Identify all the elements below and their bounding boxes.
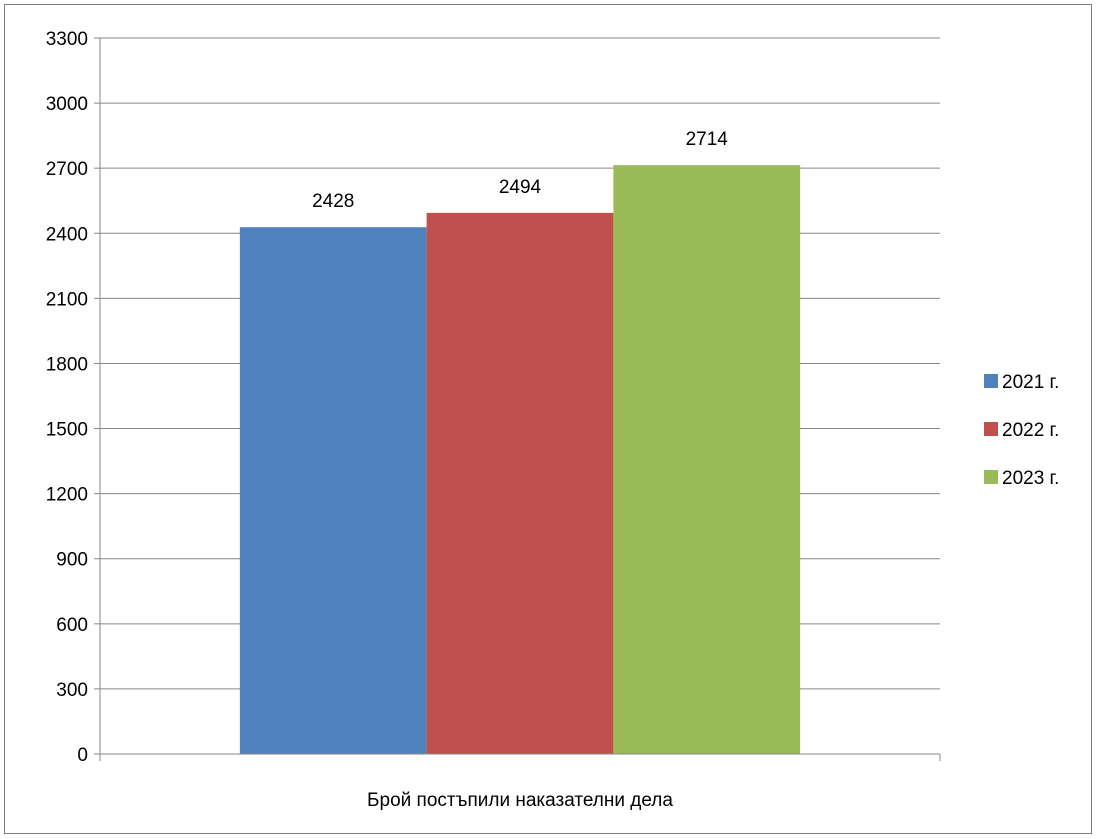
y-tick-label: 2700 xyxy=(46,159,88,180)
legend-swatch-1 xyxy=(984,374,998,388)
y-tick-label: 300 xyxy=(56,680,88,701)
data-label-2: 2494 xyxy=(499,177,542,198)
legend-swatch-2 xyxy=(984,422,998,436)
bar-3 xyxy=(613,165,801,755)
y-tick-label: 600 xyxy=(56,615,88,636)
bar-1 xyxy=(239,227,427,754)
legend-label-2: 2022 г. xyxy=(1002,420,1059,441)
data-label-1: 2428 xyxy=(312,191,354,212)
y-tick-label: 2400 xyxy=(46,224,88,245)
x-category-label: Брой постъпили наказателни дела xyxy=(367,790,673,811)
legend-swatch-3 xyxy=(984,470,998,484)
y-tick-label: 900 xyxy=(56,550,88,571)
legend-label-1: 2021 г. xyxy=(1002,372,1059,393)
y-tick-label: 0 xyxy=(77,745,88,766)
legend-label-3: 2023 г. xyxy=(1002,468,1059,489)
y-tick-label: 1800 xyxy=(46,354,88,375)
y-tick-label: 2100 xyxy=(46,289,88,310)
y-tick-label: 1500 xyxy=(46,420,88,441)
y-tick-label: 3000 xyxy=(46,94,88,115)
y-tick-label: 3300 xyxy=(46,29,88,50)
data-label-3: 2714 xyxy=(686,129,729,150)
bar-2 xyxy=(426,212,614,755)
y-tick-label: 1200 xyxy=(46,485,88,506)
